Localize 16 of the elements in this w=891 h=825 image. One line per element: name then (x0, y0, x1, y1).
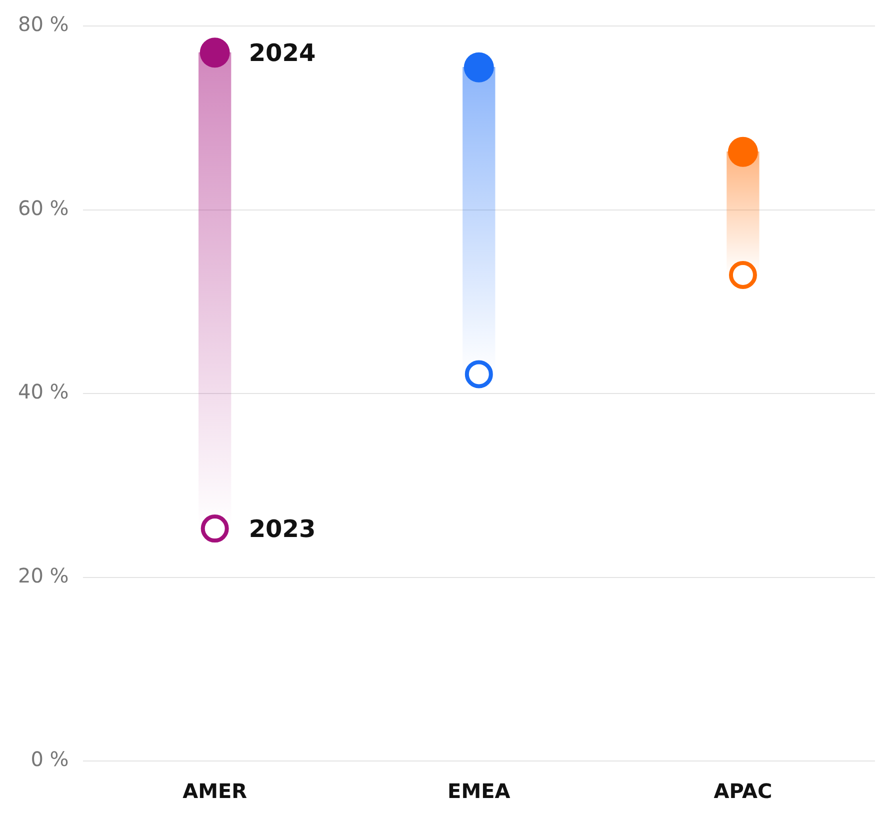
y-tick-label: 40 % (18, 380, 69, 404)
point (728, 136, 758, 167)
point (464, 52, 494, 82)
y-tick-label: 0 % (30, 747, 69, 772)
y-tick-label: 80 % (18, 12, 69, 36)
x-tick-label: APAC (714, 779, 772, 804)
point (200, 38, 230, 68)
x-tick-label: AMER (182, 779, 248, 804)
y-tick-label: 60 % (18, 196, 69, 220)
point (200, 514, 229, 543)
point (728, 260, 757, 289)
point (464, 360, 493, 388)
series-label: 2024 (248, 38, 316, 67)
series-label: 2023 (248, 514, 316, 543)
y-tick-label: 20 % (18, 563, 69, 588)
x-tick-label: EMEA (448, 779, 511, 804)
